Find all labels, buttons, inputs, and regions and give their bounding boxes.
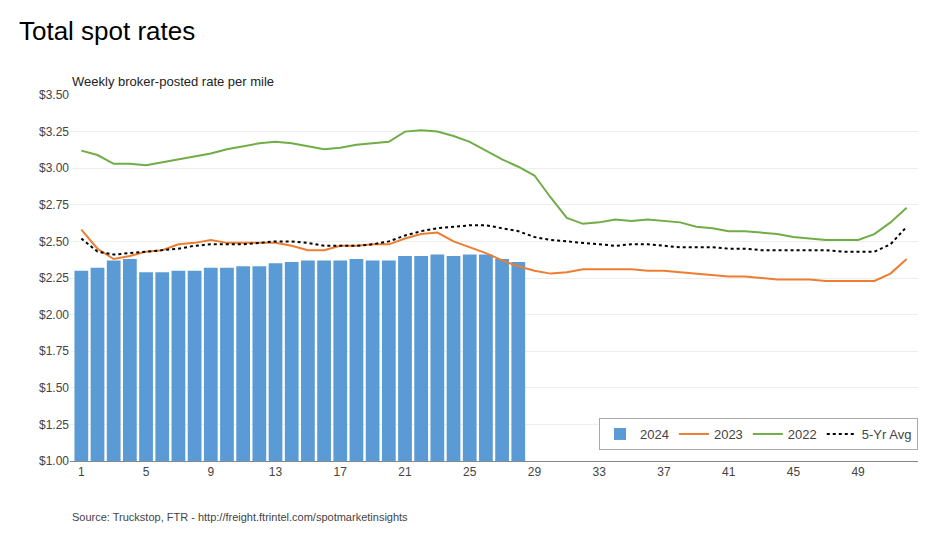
svg-text:$2.25: $2.25: [39, 271, 69, 285]
svg-text:33: 33: [593, 465, 607, 479]
svg-text:$1.75: $1.75: [39, 344, 69, 358]
svg-text:$2.75: $2.75: [39, 198, 69, 212]
svg-text:41: 41: [722, 465, 736, 479]
svg-text:Weekly broker-posted rate per: Weekly broker-posted rate per mile: [72, 74, 274, 89]
svg-text:2023: 2023: [714, 427, 743, 442]
svg-text:Source: Truckstop, FTR - http:: Source: Truckstop, FTR - http://freight.…: [72, 511, 408, 523]
svg-text:1: 1: [78, 465, 85, 479]
svg-text:37: 37: [657, 465, 671, 479]
svg-text:Total spot rates: Total spot rates: [19, 16, 195, 46]
svg-text:9: 9: [207, 465, 214, 479]
svg-text:$2.50: $2.50: [39, 235, 69, 249]
svg-text:25: 25: [463, 465, 477, 479]
svg-text:13: 13: [269, 465, 283, 479]
svg-text:$1.00: $1.00: [39, 454, 69, 468]
svg-text:2024: 2024: [640, 427, 669, 442]
svg-text:5: 5: [143, 465, 150, 479]
svg-text:45: 45: [787, 465, 801, 479]
svg-text:$3.00: $3.00: [39, 161, 69, 175]
svg-text:$1.50: $1.50: [39, 381, 69, 395]
svg-text:$3.25: $3.25: [39, 125, 69, 139]
svg-text:5-Yr Avg: 5-Yr Avg: [862, 427, 912, 442]
svg-text:49: 49: [851, 465, 865, 479]
svg-text:$3.50: $3.50: [39, 88, 69, 102]
svg-text:29: 29: [528, 465, 542, 479]
svg-text:$1.25: $1.25: [39, 418, 69, 432]
svg-text:21: 21: [398, 465, 412, 479]
svg-text:$2.00: $2.00: [39, 308, 69, 322]
svg-text:17: 17: [334, 465, 348, 479]
svg-text:2022: 2022: [788, 427, 817, 442]
